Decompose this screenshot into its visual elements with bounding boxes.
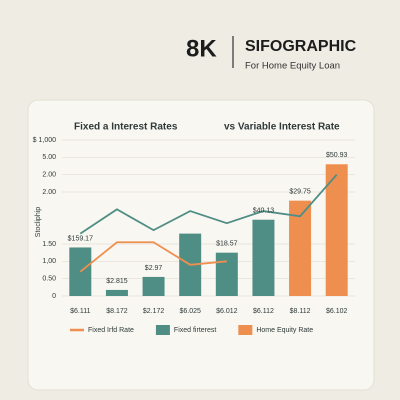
legend-swatch — [238, 325, 253, 335]
legend-label: Home Equity Rate — [256, 327, 313, 334]
x-tick-label: $6.111 — [70, 308, 90, 315]
x-tick-label: $6.112 — [253, 308, 274, 315]
y-tick-label: 0.50 — [42, 276, 56, 283]
bar — [215, 252, 238, 296]
x-tick-label: $8.172 — [106, 308, 128, 315]
chart-subtitle: vs Variable Interest Rate — [224, 122, 340, 133]
bar — [325, 164, 348, 296]
bar-annotation: $2.97 — [145, 265, 163, 272]
legend-label: Fixed Irfd Rate — [88, 327, 134, 334]
line — [79, 241, 227, 273]
header-badge: 8K — [186, 35, 217, 62]
bar-annotation: $50.93 — [326, 152, 348, 159]
bar-annotation: $29.75 — [289, 189, 311, 196]
x-tick-label: $8.112 — [290, 308, 311, 315]
x-tick-label: $6.102 — [326, 308, 348, 315]
chart-title: Fixed a Interest Rates — [74, 122, 178, 133]
header-title: SIFOGRAPHIC — [245, 38, 357, 55]
y-axis-label: Stocliphip — [35, 207, 42, 237]
y-tick-label: 1,00 — [42, 258, 56, 265]
y-tick-label: 5.00 — [42, 154, 56, 161]
bar — [105, 289, 128, 296]
header-subtitle: For Home Equity Loan — [245, 61, 340, 72]
y-tick-label: $ 1,000 — [33, 137, 56, 144]
bar-annotation: $18.57 — [216, 241, 238, 248]
y-tick-label: 0 — [52, 293, 56, 300]
bar-annotation: $40.13 — [253, 208, 275, 215]
bar — [252, 219, 275, 296]
line — [79, 174, 338, 235]
y-tick-label: 2.00 — [42, 189, 56, 196]
bar-annotation: $2.815 — [106, 278, 128, 285]
y-tick-label: 1.50 — [42, 241, 56, 248]
x-tick-label: $2.172 — [143, 308, 165, 315]
legend-label: Fixed firterest — [174, 327, 216, 334]
bar — [142, 276, 165, 296]
x-tick-label: $6.025 — [179, 308, 201, 315]
bar — [289, 200, 312, 296]
bar-annotation: $159.17 — [68, 235, 93, 242]
y-tick-label: 2.00 — [42, 172, 56, 179]
x-tick-label: $6.012 — [216, 308, 238, 315]
legend-swatch — [155, 325, 170, 335]
